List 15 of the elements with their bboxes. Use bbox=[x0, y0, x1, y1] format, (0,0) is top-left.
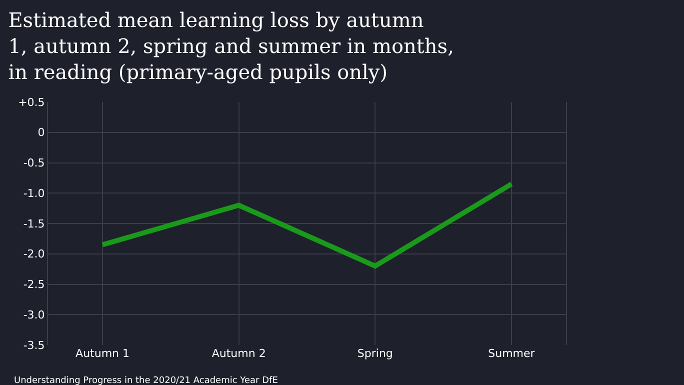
y-tick-label: -3.5 bbox=[23, 338, 45, 352]
y-tick-label: -1.0 bbox=[23, 186, 45, 200]
y-tick-label: -0.5 bbox=[23, 156, 45, 170]
x-tick-label: Autumn 1 bbox=[76, 347, 130, 360]
y-tick-label: +0.5 bbox=[18, 96, 45, 109]
y-tick-label: 0 bbox=[38, 126, 45, 140]
y-tick-label: -2.5 bbox=[23, 278, 45, 292]
text: Understanding Progress in the 2020/21 Academic Year DfE bbox=[14, 376, 278, 385]
chart-title: Estimated mean learning loss by autumn 1, autumn 2, spring and summer in months, in reading (primary-aged pupils only) bbox=[8, 8, 454, 84]
y-tick-label: -1.5 bbox=[23, 217, 45, 230]
x-tick-label: Spring bbox=[357, 347, 393, 360]
y-tick-label: -2.0 bbox=[23, 248, 45, 261]
y-tick-label: -3.0 bbox=[23, 308, 45, 322]
x-tick-label: Autumn 2 bbox=[212, 347, 266, 360]
x-tick-label: Summer bbox=[488, 347, 536, 360]
